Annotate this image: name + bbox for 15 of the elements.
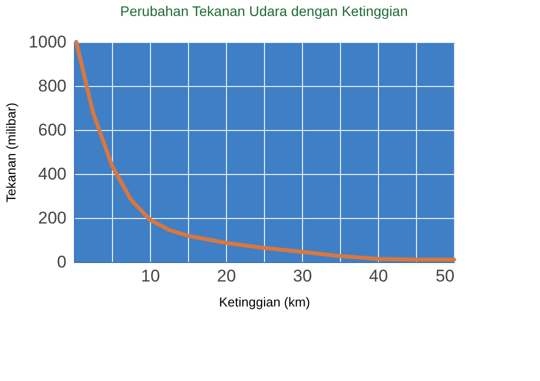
- y-tick-label: 600: [38, 120, 66, 140]
- y-tick-label: 0: [57, 252, 66, 272]
- y-axis-title: Tekanan (milibar): [4, 102, 19, 202]
- line-series: [74, 40, 456, 262]
- x-tick-label: 30: [293, 266, 312, 286]
- y-tick-label: 400: [38, 164, 66, 184]
- y-tick-label: 1000: [28, 32, 66, 52]
- x-axis-title: Ketinggian (km): [218, 294, 310, 310]
- x-tick-label: 50: [436, 266, 454, 286]
- x-tick-label: 10: [141, 266, 160, 286]
- chart-title: Perubahan Tekanan Udara dengan Ketinggian: [120, 3, 408, 19]
- x-tick-label: 20: [217, 266, 236, 286]
- x-tick-label: 40: [369, 266, 388, 286]
- y-tick-label: 800: [38, 76, 66, 96]
- y-tick-label: 200: [38, 208, 66, 228]
